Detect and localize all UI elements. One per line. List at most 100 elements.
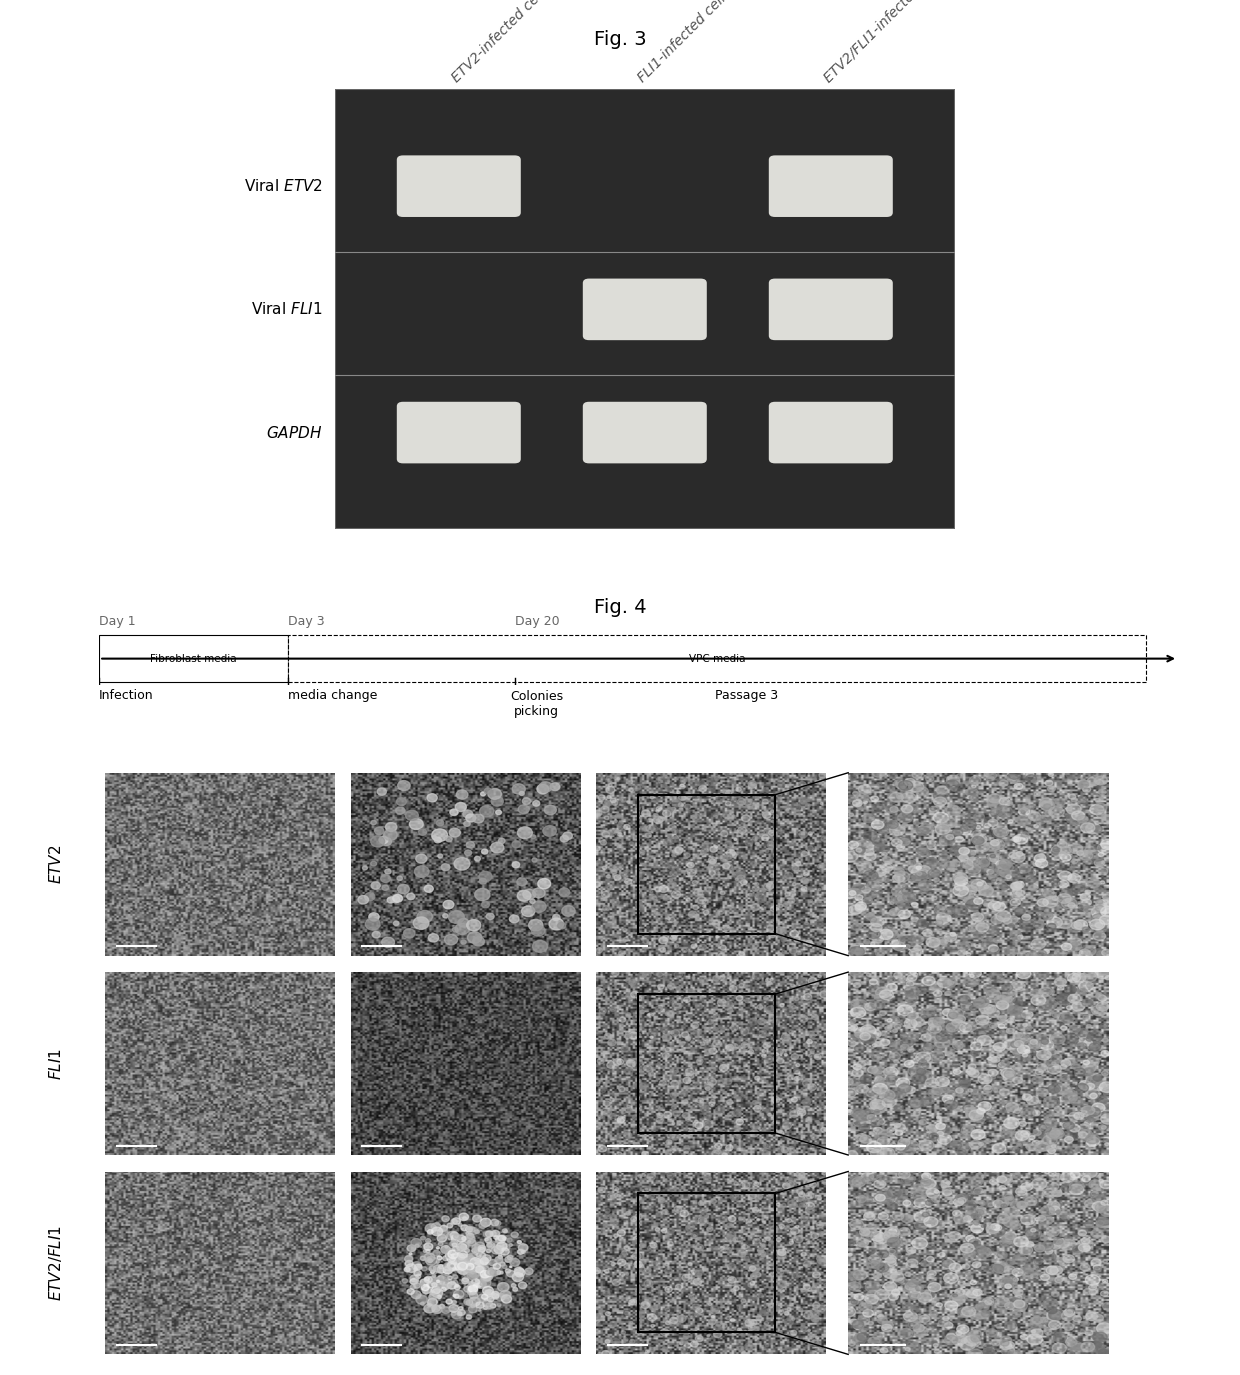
Circle shape — [651, 1324, 655, 1327]
Circle shape — [1078, 1042, 1086, 1049]
Circle shape — [789, 898, 795, 903]
Circle shape — [848, 1270, 861, 1280]
Circle shape — [474, 1284, 477, 1287]
Circle shape — [918, 987, 926, 994]
Circle shape — [711, 1306, 719, 1313]
Circle shape — [1078, 1104, 1085, 1110]
Circle shape — [963, 896, 976, 905]
Circle shape — [466, 1265, 475, 1272]
Circle shape — [816, 921, 823, 927]
Circle shape — [409, 818, 423, 829]
Circle shape — [745, 1000, 749, 1002]
Circle shape — [758, 1251, 765, 1257]
Circle shape — [864, 1002, 875, 1011]
Circle shape — [957, 1308, 971, 1317]
Circle shape — [1064, 1309, 1075, 1316]
Circle shape — [1063, 1130, 1078, 1141]
Circle shape — [532, 858, 537, 862]
Circle shape — [461, 941, 466, 945]
Circle shape — [785, 892, 790, 896]
Circle shape — [636, 902, 644, 908]
Circle shape — [1030, 1273, 1038, 1277]
Circle shape — [1100, 905, 1111, 913]
Circle shape — [1104, 1037, 1114, 1044]
Circle shape — [911, 1308, 919, 1313]
Circle shape — [812, 1272, 820, 1277]
Circle shape — [978, 1143, 983, 1145]
Circle shape — [691, 780, 698, 786]
Circle shape — [729, 1216, 735, 1222]
Circle shape — [456, 1235, 466, 1242]
Bar — [99, 635, 288, 682]
Circle shape — [1001, 1071, 1006, 1074]
Circle shape — [882, 864, 893, 872]
Circle shape — [694, 1122, 703, 1129]
Circle shape — [728, 1276, 737, 1283]
Circle shape — [977, 1302, 990, 1310]
Circle shape — [414, 1264, 422, 1270]
Circle shape — [966, 1108, 981, 1118]
Circle shape — [999, 780, 1008, 786]
Circle shape — [750, 894, 754, 896]
Circle shape — [732, 1290, 734, 1291]
Circle shape — [959, 1078, 971, 1086]
Circle shape — [962, 850, 968, 854]
Circle shape — [998, 1002, 1012, 1012]
Circle shape — [1042, 1242, 1054, 1250]
Circle shape — [1014, 1041, 1023, 1046]
Circle shape — [966, 1210, 977, 1218]
Circle shape — [1104, 1260, 1107, 1262]
Circle shape — [1069, 844, 1083, 854]
Circle shape — [791, 1005, 796, 1009]
Circle shape — [365, 892, 374, 901]
Circle shape — [949, 1232, 961, 1240]
Circle shape — [725, 791, 732, 796]
Circle shape — [758, 1019, 766, 1024]
Circle shape — [1080, 1111, 1089, 1116]
Circle shape — [460, 1261, 466, 1266]
Circle shape — [817, 1258, 826, 1264]
Circle shape — [515, 1269, 525, 1277]
Circle shape — [461, 1257, 465, 1260]
Circle shape — [1085, 1116, 1094, 1122]
Circle shape — [466, 1261, 475, 1266]
Circle shape — [937, 1134, 952, 1144]
Circle shape — [811, 1049, 815, 1052]
Circle shape — [1092, 1075, 1102, 1081]
Circle shape — [675, 921, 677, 924]
Circle shape — [647, 1313, 656, 1321]
Circle shape — [470, 1261, 474, 1264]
Circle shape — [864, 1211, 873, 1218]
Circle shape — [454, 1280, 458, 1284]
Circle shape — [959, 996, 970, 1004]
Circle shape — [822, 971, 830, 976]
Circle shape — [525, 1268, 533, 1275]
Circle shape — [507, 1238, 512, 1242]
Circle shape — [794, 936, 800, 942]
Circle shape — [794, 866, 799, 870]
Circle shape — [1013, 1173, 1021, 1178]
Circle shape — [532, 941, 548, 953]
Circle shape — [859, 1228, 870, 1236]
Circle shape — [932, 1088, 942, 1094]
Circle shape — [1013, 888, 1022, 895]
Circle shape — [928, 869, 940, 877]
Circle shape — [620, 1253, 626, 1258]
Circle shape — [868, 1321, 873, 1326]
Circle shape — [647, 1013, 650, 1016]
Circle shape — [595, 847, 600, 851]
Circle shape — [453, 1240, 455, 1242]
Circle shape — [791, 1097, 797, 1101]
Circle shape — [624, 1067, 632, 1074]
Circle shape — [807, 1330, 811, 1331]
Circle shape — [987, 869, 993, 874]
Circle shape — [890, 902, 894, 905]
Circle shape — [1080, 822, 1095, 833]
Circle shape — [890, 1143, 895, 1147]
Circle shape — [485, 788, 492, 793]
Circle shape — [1084, 946, 1096, 956]
Circle shape — [942, 1260, 956, 1269]
Circle shape — [619, 844, 622, 847]
Text: VPC media: VPC media — [688, 653, 745, 664]
Circle shape — [735, 869, 745, 876]
